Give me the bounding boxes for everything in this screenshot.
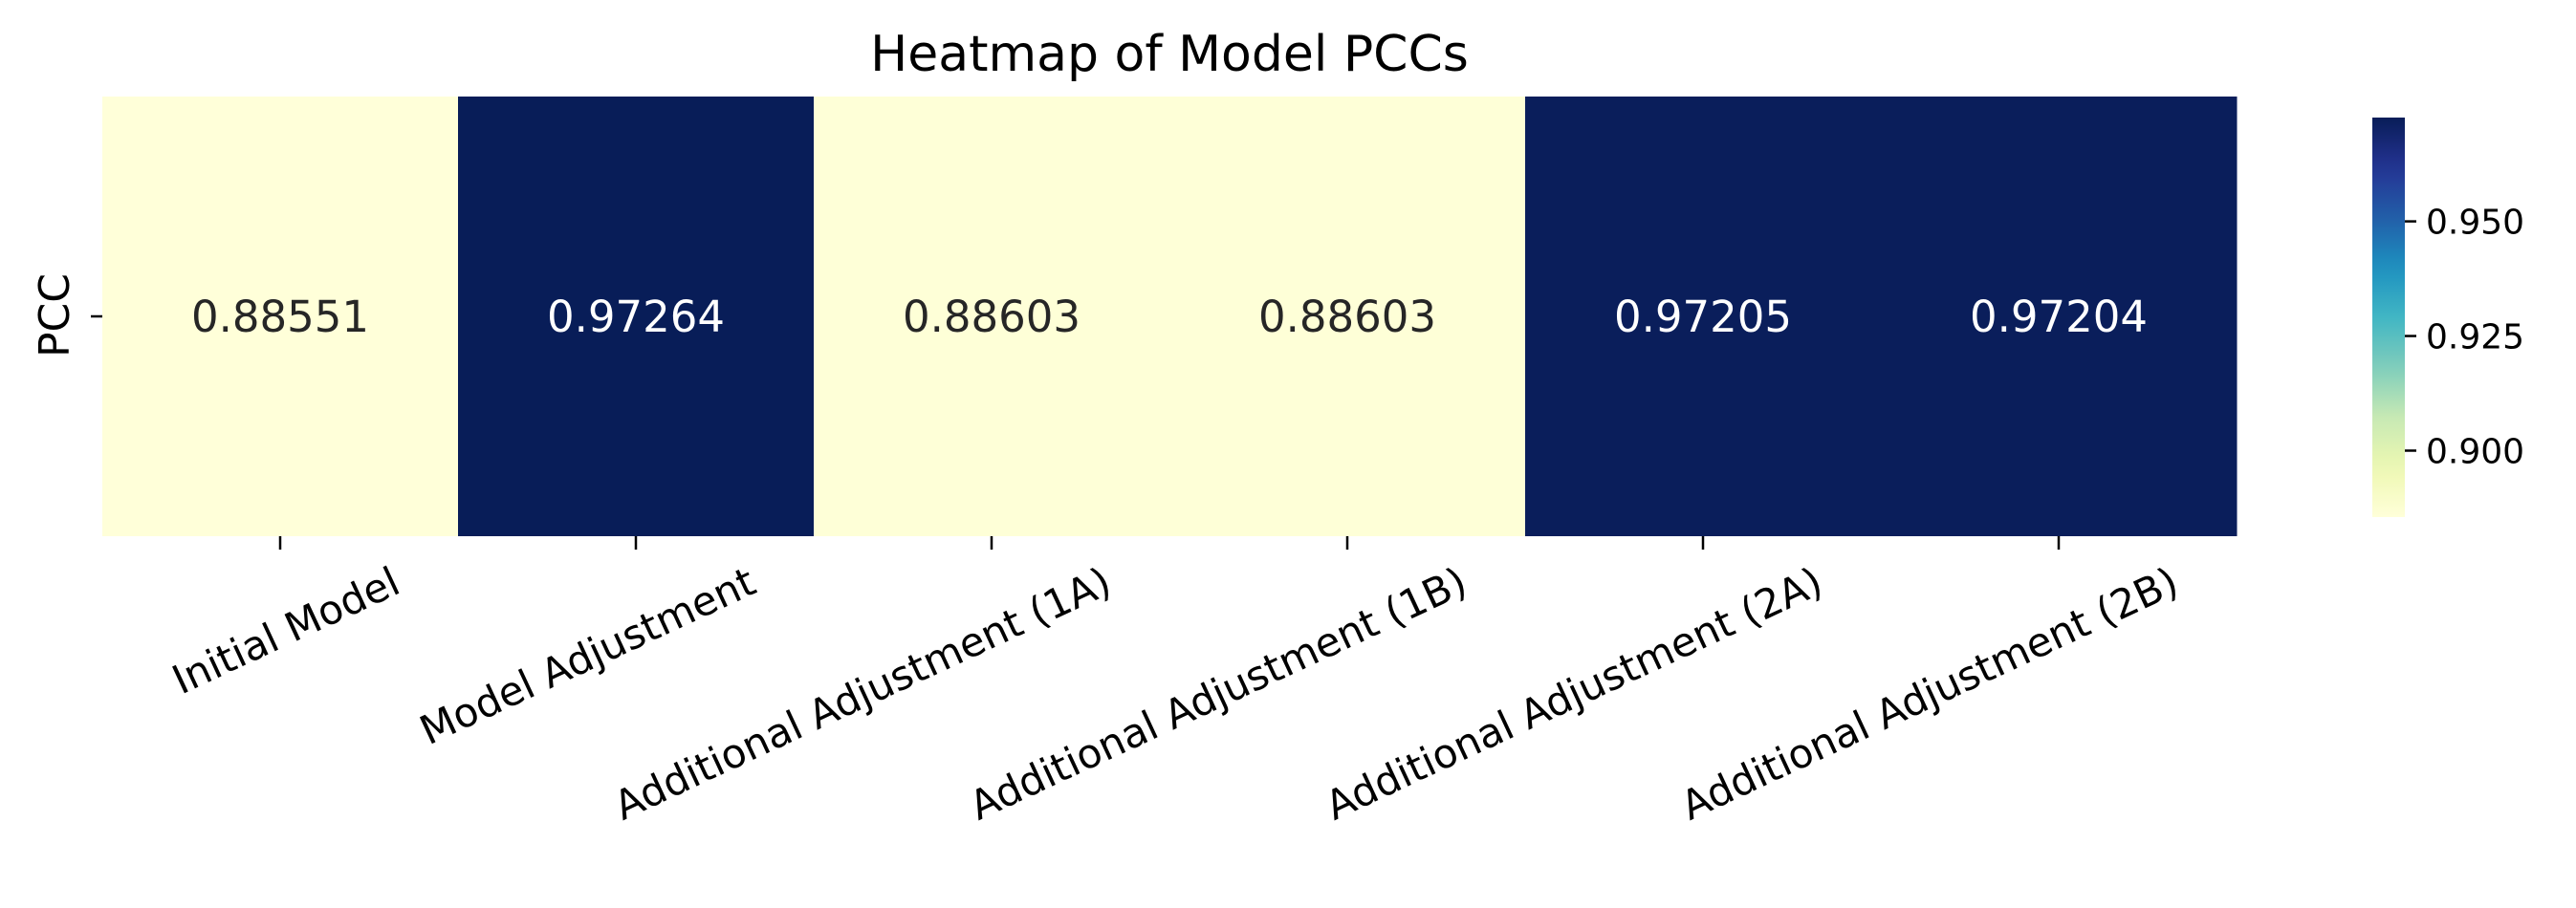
cell-value-label: 0.97205 bbox=[1614, 292, 1792, 342]
heatmap-cell bbox=[102, 97, 459, 536]
colorbar-tick-label: 0.925 bbox=[2426, 318, 2524, 357]
x-axis: Initial Model Model AdjustmentAdditional … bbox=[165, 536, 2185, 830]
chart-title: Heatmap of Model PCCs bbox=[870, 26, 1469, 83]
heatmap-cell bbox=[458, 97, 815, 536]
colorbar-tick-label: 0.900 bbox=[2426, 432, 2524, 471]
cell-value-label: 0.88551 bbox=[191, 292, 369, 342]
heatmap-cell bbox=[1881, 97, 2238, 536]
heatmap-cells: 0.88551 0.97264 0.88603 0.88603 0.97205 0.972… bbox=[102, 97, 2238, 536]
colorbar-gradient bbox=[2372, 118, 2405, 517]
heatmap-cell bbox=[1169, 97, 1526, 536]
cell-value-label: 0.97264 bbox=[547, 292, 725, 342]
x-tick-label: Model Adjustment bbox=[413, 558, 763, 754]
cell-value-label: 0.88603 bbox=[903, 292, 1081, 342]
colorbar-tick-label: 0.950 bbox=[2426, 204, 2524, 243]
cell-value-label: 0.88603 bbox=[1258, 292, 1436, 342]
cell-value-label: 0.97204 bbox=[1970, 292, 2148, 342]
y-axis-label: PCC bbox=[31, 273, 79, 357]
colorbar: 0.900 0.925 0.950 bbox=[2372, 118, 2524, 517]
x-tick-label: Initial Model bbox=[165, 558, 406, 703]
heatmap-cell bbox=[1525, 97, 1882, 536]
heatmap-cell bbox=[814, 97, 1170, 536]
